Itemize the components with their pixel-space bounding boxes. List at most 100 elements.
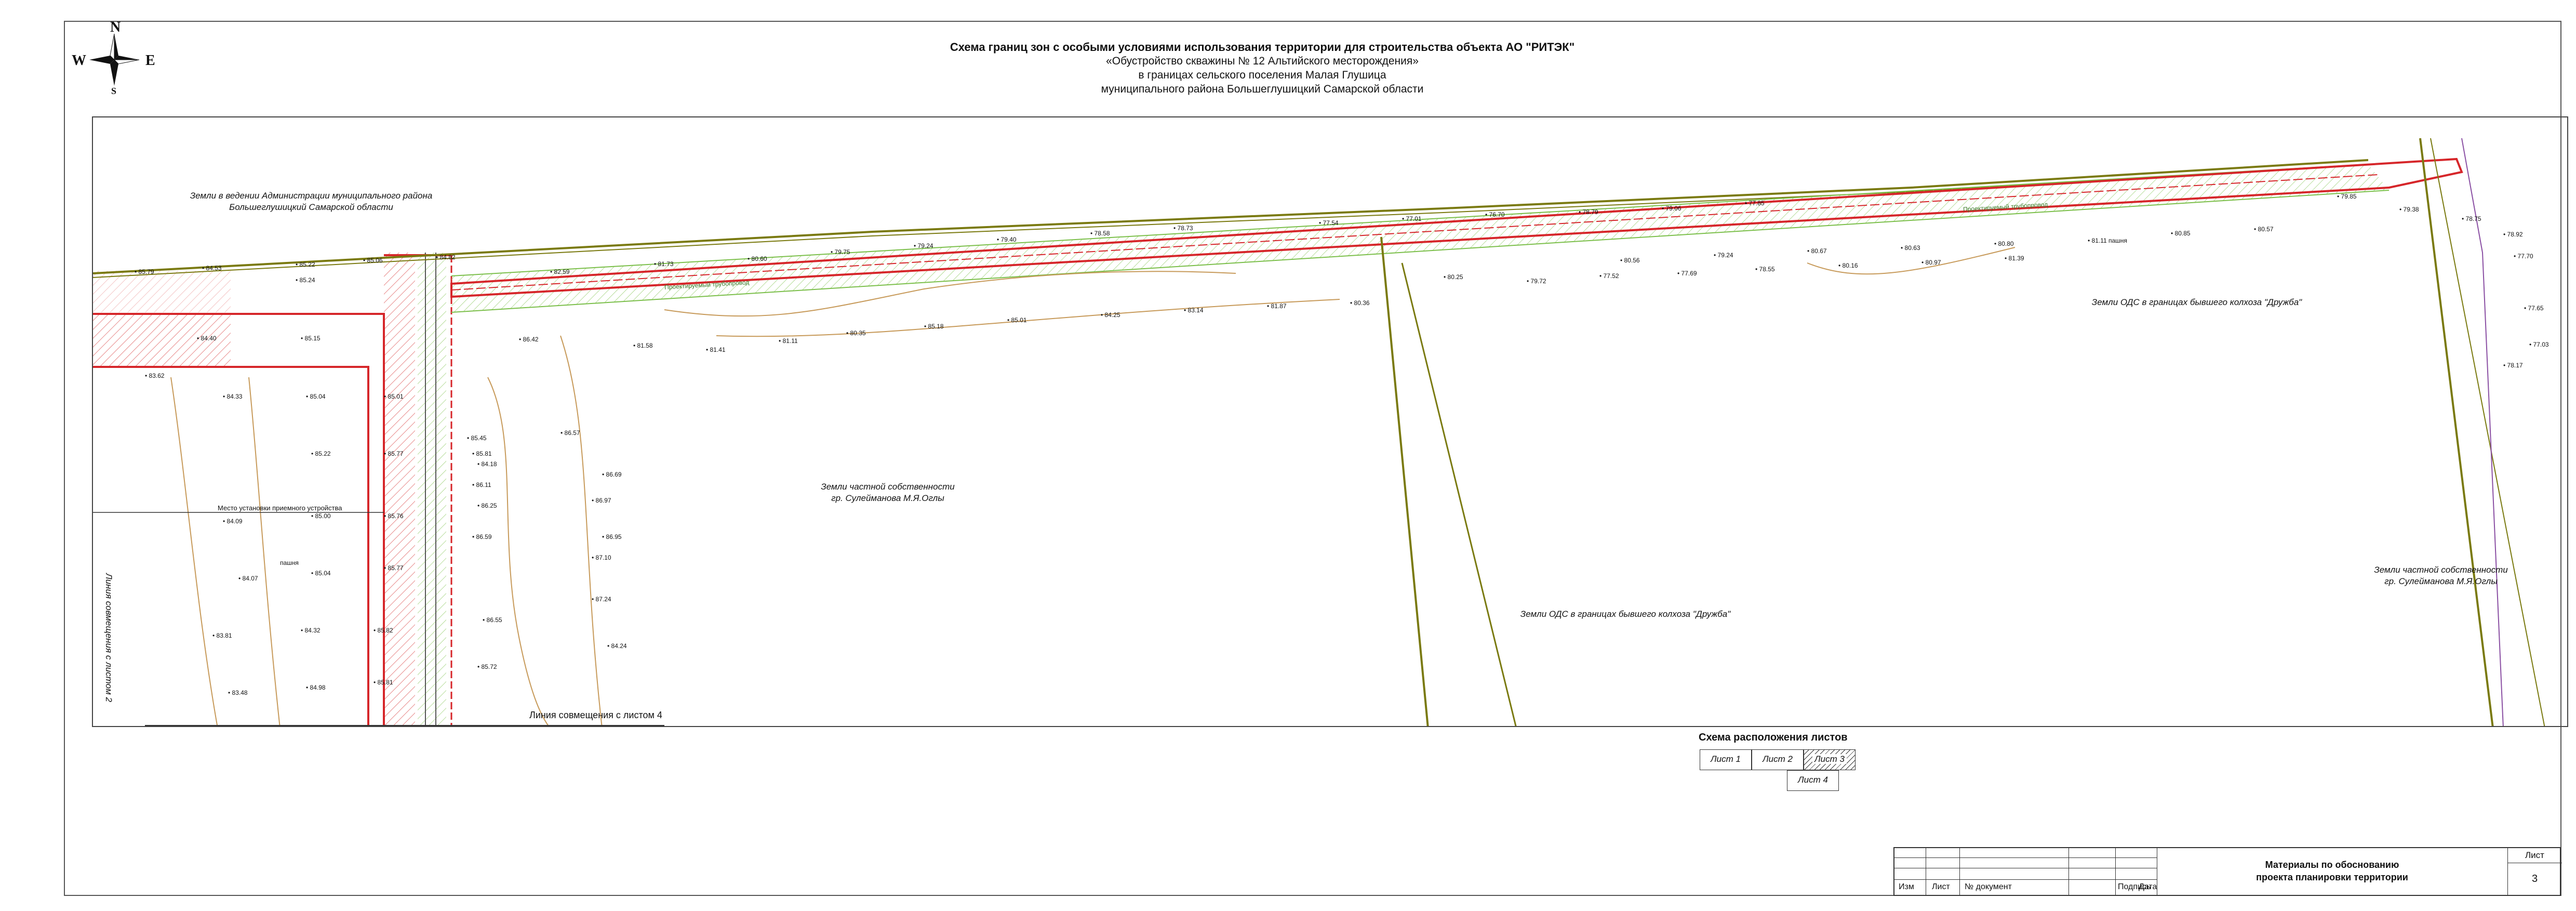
elevation-point: • 77.65 xyxy=(2524,305,2544,312)
elevation-point: • 80.85 xyxy=(2171,230,2191,237)
compass-east: E xyxy=(145,52,155,69)
elevation-point: • 76.70 xyxy=(1485,211,1505,218)
elevation-point: • 81.39 xyxy=(2005,255,2024,262)
contour-line-6 xyxy=(170,377,218,726)
stamp-sheet-label: Лист xyxy=(2525,850,2544,860)
elevation-point: • 80.57 xyxy=(2254,226,2274,233)
map-title-block: Схема границ зон с особыми условиями исп… xyxy=(831,41,1693,96)
elevation-point: • 79.38 xyxy=(2399,206,2419,213)
elevation-point: • 86.59 xyxy=(472,533,492,540)
sheet-box-3-current[interactable]: Лист 3 xyxy=(1804,749,1856,770)
red-hatched-zone-top xyxy=(93,314,231,367)
sheet-box-1[interactable]: Лист 1 xyxy=(1700,749,1752,770)
green-zone-vertical xyxy=(418,253,446,725)
elevation-point: • 86.11 xyxy=(472,481,491,488)
elevation-point: • 79.72 xyxy=(1527,278,1546,285)
elevation-point: • 83.81 xyxy=(212,632,232,639)
elevation-point: • 79.75 xyxy=(831,248,850,256)
stamp-col-list: Лист xyxy=(1932,882,1950,891)
elevation-point: • 87.24 xyxy=(592,596,611,603)
elevation-point: • 78.92 xyxy=(2503,231,2523,238)
elevation-point: • 78.73 xyxy=(1173,225,1193,232)
contour-line-7 xyxy=(1807,247,2016,275)
elevation-point: • 85.22 xyxy=(296,261,315,268)
elevation-point: • 85.00 xyxy=(311,512,331,520)
elevation-point: • 86.57 xyxy=(560,429,580,437)
stamp-col-izm: Изм xyxy=(1899,882,1914,891)
label-device-place: Место установки приемного устройства xyxy=(218,504,342,512)
elevation-point: • 86.55 xyxy=(483,616,502,624)
elevation-point: • 86.95 xyxy=(602,533,622,540)
elevation-point: • 84.25 xyxy=(1101,311,1120,319)
road-olive-diagonal-2 xyxy=(1401,262,1517,726)
elevation-point: • 80.35 xyxy=(846,329,866,337)
elevation-point: • 82.59 xyxy=(550,268,570,275)
red-hatched-zone-top2 xyxy=(93,271,231,312)
elevation-point: • 83.62 xyxy=(145,372,165,379)
contour-line-5 xyxy=(248,377,281,726)
elevation-point: • 85.01 xyxy=(384,393,404,400)
elevation-point: • 80.63 xyxy=(1901,244,1920,252)
label-private-right: Земли частной собственности гр. Сулейман… xyxy=(2374,565,2508,586)
road-olive-right xyxy=(2419,138,2494,726)
contour-line-2 xyxy=(560,335,603,726)
elevation-point: • 85.79 xyxy=(135,268,154,275)
elevation-point: • 79.24 xyxy=(1714,252,1733,259)
elevation-point: • 85.04 xyxy=(311,570,331,577)
elevation-point: • 86.42 xyxy=(519,336,539,343)
elevation-point: • 77.03 xyxy=(2529,341,2549,348)
elevation-point: • 79.06 xyxy=(1662,205,1681,212)
elevation-point: • 86.25 xyxy=(477,502,497,509)
road-olive-main xyxy=(93,159,2369,274)
elevation-point: • 77.01 xyxy=(1402,215,1422,222)
elevation-point: • 77.85 xyxy=(1745,200,1765,207)
map-title: Схема границ зон с особыми условиями исп… xyxy=(950,41,1575,54)
elevation-point: • 78.17 xyxy=(2503,362,2523,369)
elevation-point: • 83.14 xyxy=(1184,307,1204,314)
elevation-point: • 77.70 xyxy=(2514,253,2533,260)
label-ods-center: Земли ОДС в границах бывшего колхоза "Др… xyxy=(1520,609,1731,619)
elevation-point: • 85.77 xyxy=(384,450,404,457)
map-subtitle-settlement: в границах сельского поселения Малая Глу… xyxy=(1138,69,1386,81)
elevation-point: • 87.10 xyxy=(592,554,611,561)
elevation-point: • 79.40 xyxy=(997,236,1017,243)
elevation-point: • 85.18 xyxy=(924,323,944,330)
purple-line-right xyxy=(2461,138,2504,726)
elevation-point: • 84.07 xyxy=(238,575,258,582)
elevation-point: • 85.72 xyxy=(477,663,497,670)
elevation-point: • 80.36 xyxy=(1350,299,1370,307)
elevation-point: • 81.11 xyxy=(2088,237,2107,244)
elevation-point: • 85.45 xyxy=(467,434,487,442)
elevation-point: • 81.87 xyxy=(1267,302,1287,310)
drawing-sheet-border xyxy=(64,21,2561,896)
red-hatched-strip-vertical xyxy=(384,253,415,725)
elevation-point: • 84.98 xyxy=(306,684,326,691)
elevation-point: • 79.24 xyxy=(914,242,933,249)
compass-south: S xyxy=(111,86,117,96)
elevation-point: • 84.18 xyxy=(477,460,497,468)
elevation-point: • 85.77 xyxy=(384,564,404,572)
elevation-point: • 81.11 xyxy=(779,337,798,345)
elevation-point: • 84.33 xyxy=(223,393,243,400)
elevation-point: • 80.80 xyxy=(1994,240,2014,247)
elevation-point: • 84.82 xyxy=(436,254,456,261)
elevation-point: • 85.01 xyxy=(1007,316,1027,324)
elevation-point: • 79.85 xyxy=(2337,193,2357,200)
stamp-sheet-number: 3 xyxy=(2531,873,2538,884)
elevation-point: • 78.55 xyxy=(1755,266,1775,273)
elevation-point: • 85.81 xyxy=(472,450,492,457)
elevation-point: • 86.97 xyxy=(592,497,611,504)
elevation-point: • 80.56 xyxy=(1620,257,1640,264)
label-ods-right: Земли ОДС в границах бывшего колхоза "Др… xyxy=(2091,297,2302,307)
map-subtitle-district: муниципального района Большеглушицкий Са… xyxy=(1101,83,1424,95)
elevation-point: • 85.06 xyxy=(363,257,383,264)
elevation-point: • 80.60 xyxy=(748,255,767,262)
label-joint-line-2: Линия совмещения с листом 2 xyxy=(104,573,114,702)
sheet-box-4[interactable]: Лист 4 xyxy=(1787,770,1839,791)
elevation-point: • 77.54 xyxy=(1319,219,1339,227)
map-subtitle-object: «Обустройство скважины № 12 Альтийского … xyxy=(1106,55,1419,67)
compass-rose-icon xyxy=(89,33,140,86)
elevation-point: • 81.73 xyxy=(654,260,674,268)
compass-north: N xyxy=(110,19,121,35)
sheet-box-2[interactable]: Лист 2 xyxy=(1752,749,1804,770)
